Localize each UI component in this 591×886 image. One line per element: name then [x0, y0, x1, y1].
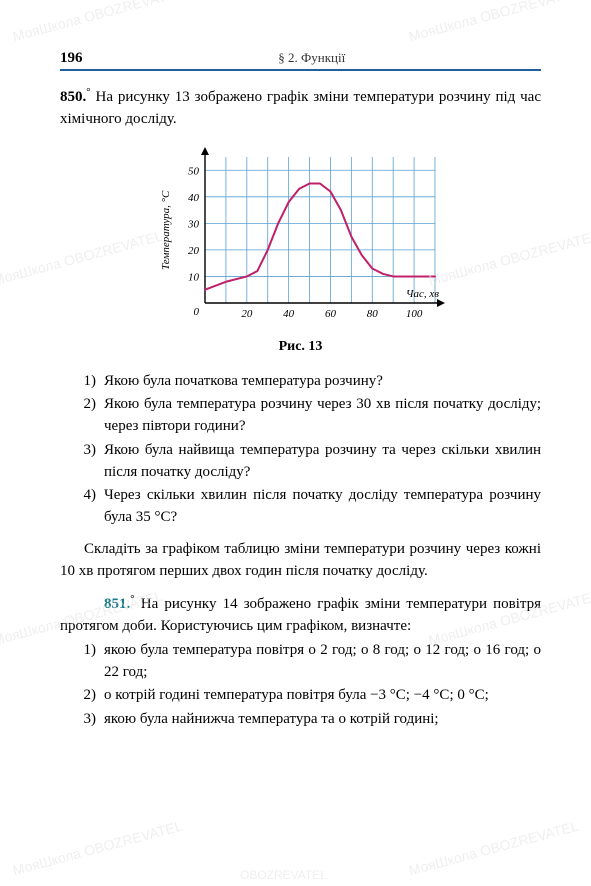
question-number: 3): [60, 440, 104, 484]
question-text: якою була температура повітря о 2 год; о…: [104, 640, 541, 684]
svg-text:Температура, °С: Температура, °С: [160, 189, 172, 269]
watermark: МояШколаOBOZREVATEL: [11, 818, 184, 879]
svg-text:10: 10: [188, 271, 200, 283]
question-item: 1)якою була температура повітря о 2 год;…: [60, 640, 541, 684]
question-number: 4): [60, 485, 104, 529]
svg-text:60: 60: [324, 308, 336, 320]
wm-prefix: МояШкола: [11, 845, 82, 879]
svg-text:20: 20: [188, 244, 200, 256]
problem-text: На рисунку 13 зображено графік зміни тем…: [60, 89, 541, 127]
question-item: 3)Якою була найвища температура розчину …: [60, 440, 541, 484]
problem-number: 850.: [60, 89, 86, 105]
question-number: 1): [60, 640, 104, 684]
svg-text:40: 40: [283, 308, 295, 320]
svg-text:80: 80: [366, 308, 378, 320]
svg-text:0: 0: [193, 306, 199, 318]
header-rule: [60, 69, 541, 71]
question-text: о котрій годині температура повітря була…: [104, 685, 541, 707]
chart-caption: Рис. 13: [60, 339, 541, 355]
problem-851-statement: 851.° На рисунку 14 зображено графік змі…: [60, 592, 541, 638]
question-number: 1): [60, 371, 104, 393]
page-content: 196 § 2. Функції 850.° На рисунку 13 зоб…: [0, 0, 591, 781]
question-number: 2): [60, 685, 104, 707]
svg-text:50: 50: [188, 165, 200, 177]
svg-text:Час, хв: Час, хв: [405, 288, 438, 300]
page-number: 196: [60, 50, 83, 67]
question-item: 3)якою була найнижча температура та о ко…: [60, 709, 541, 731]
question-number: 3): [60, 709, 104, 731]
question-text: Якою була температура розчину через 30 х…: [104, 394, 541, 438]
watermark: OBOZREVATEL: [240, 868, 327, 882]
question-text: Через скільки хвилин після початку дослі…: [104, 485, 541, 529]
wm-prefix: МояШкола: [407, 845, 478, 879]
svg-text:100: 100: [405, 308, 422, 320]
page-header: 196 § 2. Функції: [60, 50, 541, 67]
svg-text:20: 20: [241, 308, 253, 320]
wm-text: OBOZREVATEL: [240, 868, 327, 882]
svg-text:40: 40: [188, 191, 200, 203]
wm-text: OBOZREVATEL: [478, 818, 580, 860]
wm-text: OBOZREVATEL: [82, 818, 184, 860]
temperature-chart: 20 40 60 80 100 10 20 30 40 50 0 Час, хв Температура…: [151, 143, 451, 333]
question-item: 1)Якою була початкова температура розчин…: [60, 371, 541, 393]
question-item: 2)Якою була температура розчину через 30…: [60, 394, 541, 438]
question-text: Якою була початкова температура розчину?: [104, 371, 541, 393]
section-title: § 2. Функції: [83, 50, 542, 66]
question-text: Якою була найвища температура розчину та…: [104, 440, 541, 484]
questions-850-list: 1)Якою була початкова температура розчин…: [60, 371, 541, 529]
problem-number: 851.: [104, 596, 130, 612]
svg-text:30: 30: [187, 218, 200, 230]
problem-ring: °: [130, 593, 134, 605]
instruction-850: Складіть за графіком таблицю зміни темпе…: [60, 539, 541, 583]
problem-ring: °: [86, 86, 90, 98]
problem-850-statement: 850.° На рисунку 13 зображено графік змі…: [60, 85, 541, 131]
question-text: якою була найнижча температура та о котр…: [104, 709, 541, 731]
questions-851-list: 1)якою була температура повітря о 2 год;…: [60, 640, 541, 731]
chart-container: 20 40 60 80 100 10 20 30 40 50 0 Час, хв Температура…: [60, 143, 541, 333]
question-item: 4)Через скільки хвилин після початку дос…: [60, 485, 541, 529]
question-item: 2)о котрій годині температура повітря бу…: [60, 685, 541, 707]
question-number: 2): [60, 394, 104, 438]
watermark: МояШколаOBOZREVATEL: [407, 818, 580, 879]
